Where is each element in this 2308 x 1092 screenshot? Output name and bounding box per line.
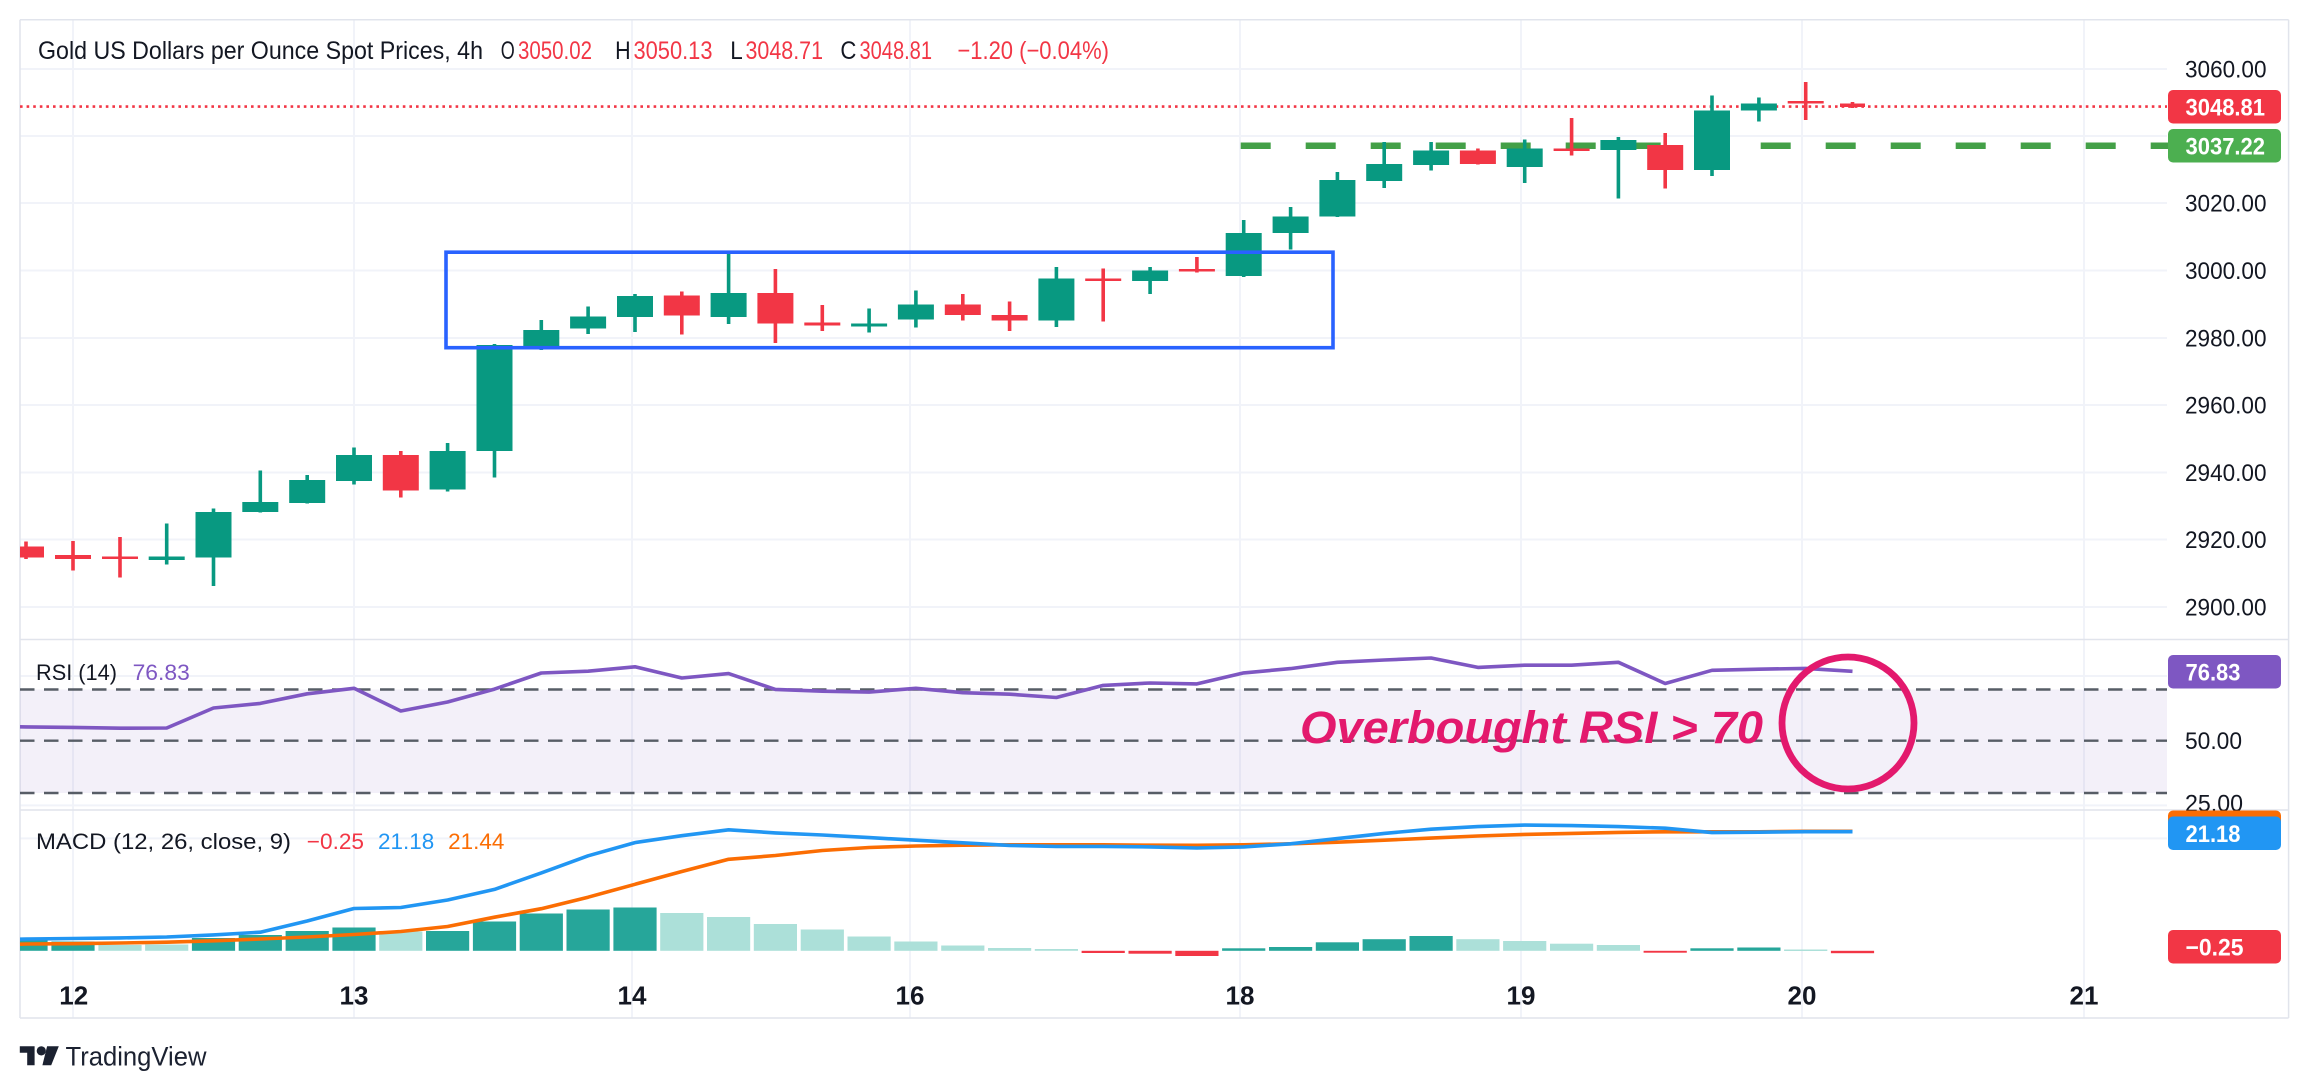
svg-text:Overbought RSI > 70: Overbought RSI > 70	[1300, 702, 1763, 753]
svg-text:21.18: 21.18	[2186, 821, 2241, 848]
svg-text:21: 21	[2070, 981, 2099, 1011]
svg-text:2900.00: 2900.00	[2185, 595, 2267, 622]
svg-text:20: 20	[1788, 981, 1817, 1011]
svg-text:18: 18	[1226, 981, 1255, 1011]
svg-text:H: H	[615, 37, 631, 65]
svg-text:3060.00: 3060.00	[2185, 57, 2267, 84]
svg-text:3050.02: 3050.02	[518, 37, 592, 65]
svg-text:3020.00: 3020.00	[2185, 191, 2267, 218]
svg-text:21.44: 21.44	[448, 829, 504, 854]
svg-text:19: 19	[1507, 981, 1536, 1011]
svg-text:2920.00: 2920.00	[2185, 527, 2267, 554]
svg-text:C: C	[840, 37, 856, 65]
svg-text:13: 13	[340, 981, 369, 1011]
svg-text:RSI (14): RSI (14)	[36, 660, 117, 685]
svg-text:3048.81: 3048.81	[860, 37, 933, 65]
svg-text:O: O	[501, 37, 515, 65]
svg-text:76.83: 76.83	[2186, 659, 2241, 686]
svg-text:3048.71: 3048.71	[746, 37, 824, 65]
svg-text:3050.13: 3050.13	[634, 37, 713, 65]
svg-text:14: 14	[618, 981, 647, 1011]
svg-text:MACD (12, 26, close, 9): MACD (12, 26, close, 9)	[36, 829, 291, 854]
svg-text:−0.25: −0.25	[2186, 934, 2244, 961]
svg-text:−0.25: −0.25	[307, 829, 364, 854]
svg-text:2960.00: 2960.00	[2185, 393, 2267, 420]
svg-text:2980.00: 2980.00	[2185, 326, 2267, 353]
svg-text:2940.00: 2940.00	[2185, 460, 2267, 487]
svg-text:3037.22: 3037.22	[2186, 133, 2266, 160]
svg-text:3048.81: 3048.81	[2186, 94, 2266, 121]
svg-text:Gold US Dollars per Ounce Spot: Gold US Dollars per Ounce Spot Prices, 4…	[38, 37, 483, 65]
svg-text:3000.00: 3000.00	[2185, 258, 2267, 285]
svg-text:76.83: 76.83	[133, 660, 190, 685]
svg-text:16: 16	[896, 981, 925, 1011]
svg-text:21.18: 21.18	[378, 829, 434, 854]
svg-text:−1.20 (−0.04%): −1.20 (−0.04%)	[957, 37, 1109, 65]
svg-text:TradingView: TradingView	[66, 1042, 207, 1072]
svg-text:12: 12	[59, 981, 88, 1011]
svg-text:50.00: 50.00	[2185, 728, 2242, 755]
svg-text:L: L	[730, 37, 743, 65]
